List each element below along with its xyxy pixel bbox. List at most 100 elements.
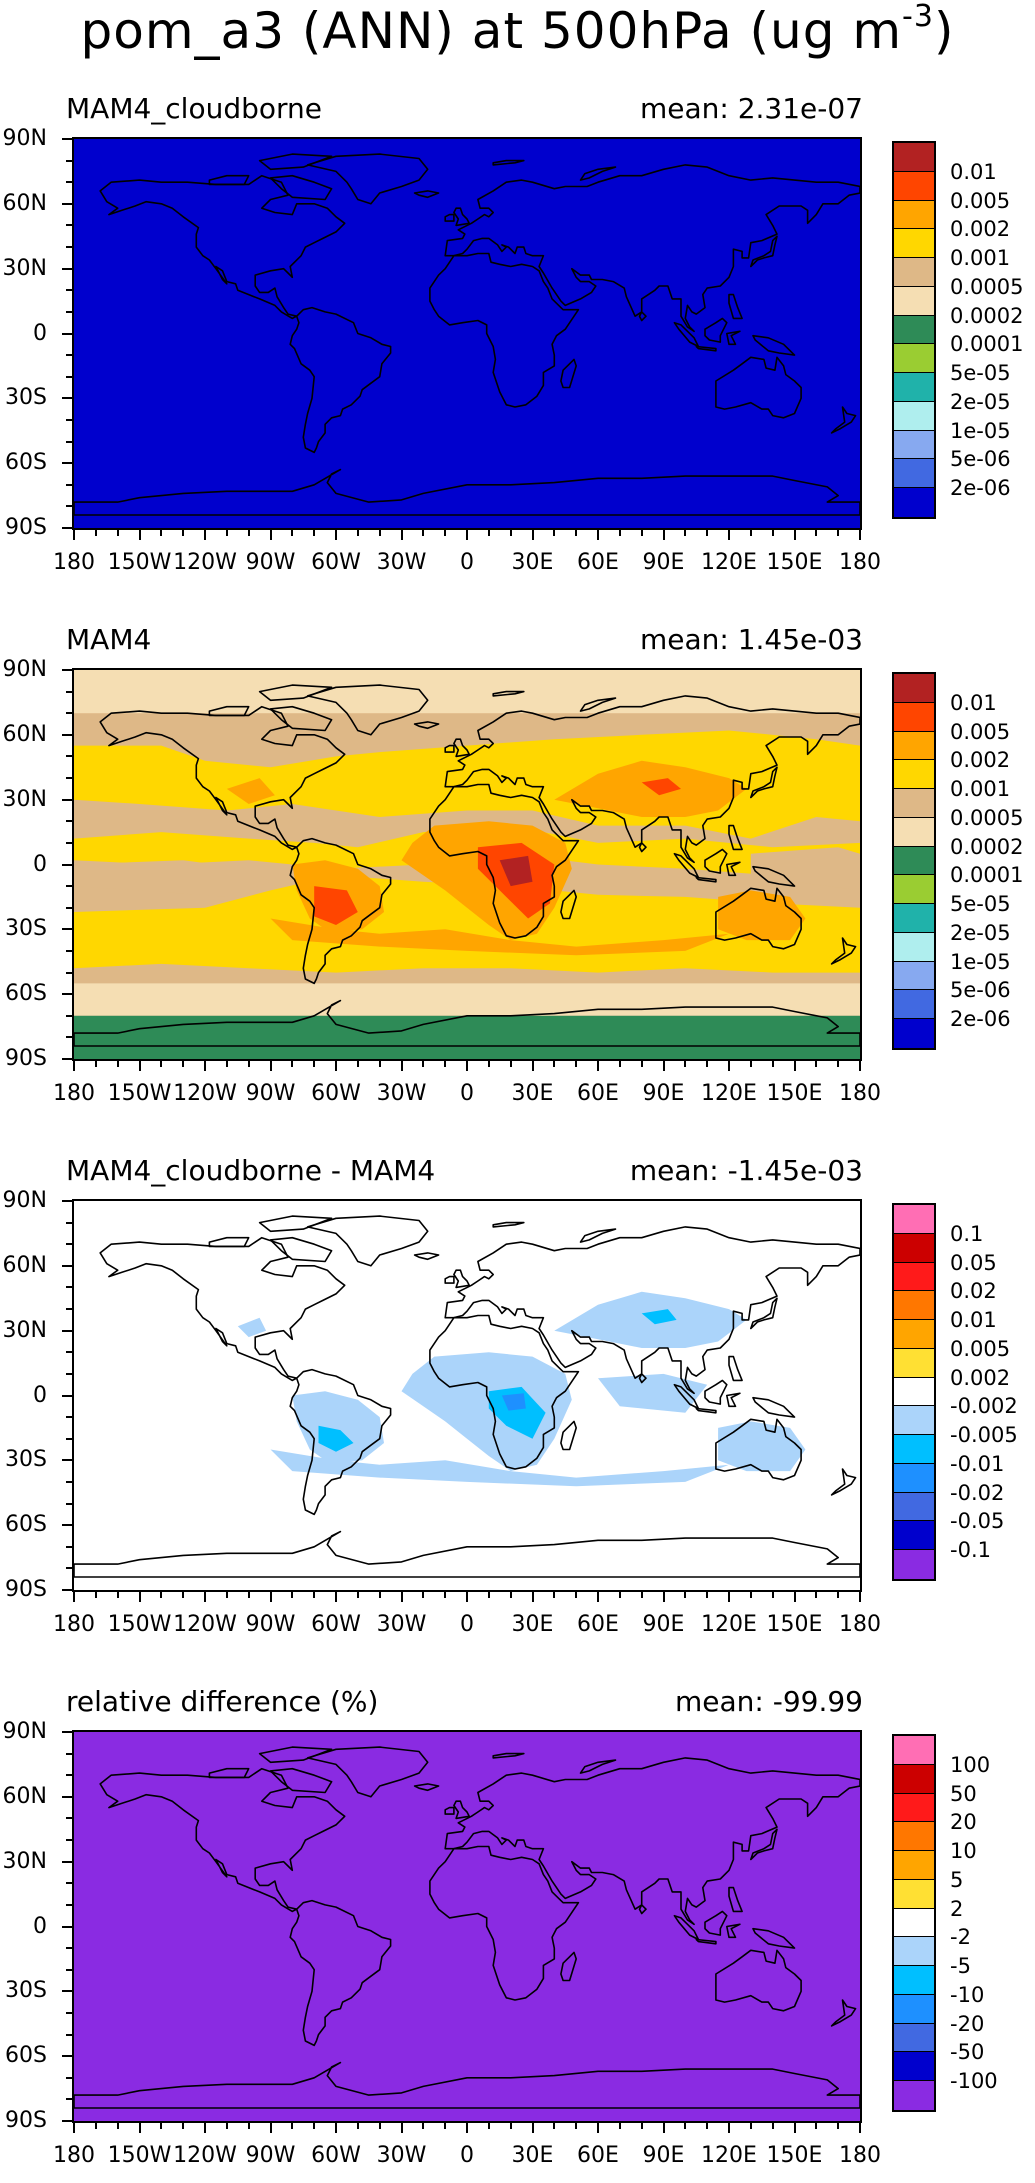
colorbar-label: 1e-05 (950, 418, 1011, 443)
fill-orange-region-4 (270, 918, 729, 956)
longitude-tick (597, 1592, 599, 1602)
longitude-minor-tick (749, 1061, 752, 1067)
coastline-baffin-island (269, 1767, 333, 1794)
coastline-north-america (99, 1236, 346, 1382)
latitude-label: 60N (2, 721, 47, 747)
coastline-ireland (444, 744, 455, 753)
colorbar-label: -0.002 (950, 1394, 1018, 1419)
longitude-minor-tick (509, 1592, 512, 1598)
coastline-africa (429, 1845, 580, 2001)
longitude-minor-tick (815, 530, 818, 536)
colorbar-swatch (894, 344, 934, 374)
longitude-label: 60W (311, 1081, 361, 1106)
coastline-sulawesi (725, 330, 741, 346)
colorbar-label: 0.0005 (950, 274, 1024, 299)
longitude-label: 0 (460, 2143, 474, 2168)
latitude-minor-tick (66, 1243, 72, 1246)
coastline-british-isles (453, 1800, 471, 1820)
longitude-label: 180 (53, 2143, 95, 2168)
colorbar-label: -50 (950, 2040, 985, 2065)
colorbar-label: -0.01 (950, 1451, 1005, 1476)
longitude-minor-tick (94, 2123, 97, 2129)
longitude-minor-tick (225, 2123, 228, 2129)
latitude-tick (62, 863, 72, 866)
fill-negative-region-5 (598, 1373, 708, 1413)
longitude-minor-tick (575, 2123, 578, 2129)
longitude-label: 150E (766, 550, 823, 575)
latitude-minor-tick (66, 246, 72, 249)
latitude-tick (62, 1524, 72, 1527)
longitude-minor-tick (575, 530, 578, 536)
latitude-minor-tick (66, 2076, 72, 2079)
colorbar-swatch (894, 200, 934, 230)
longitude-tick (662, 1592, 665, 1602)
longitude-tick (597, 530, 599, 540)
coastline-victoria-island (208, 1767, 250, 1779)
coastline-ireland (444, 1806, 455, 1815)
coastline-greenland (306, 1215, 429, 1267)
colorbar-swatch (894, 373, 934, 402)
coastline-new-zealand (830, 1468, 857, 1496)
latitude-label: 30S (5, 1447, 47, 1473)
longitude-minor-tick (378, 1061, 381, 1067)
panel-left-title: relative difference (%) (66, 1685, 379, 1718)
longitude-minor-tick (684, 1061, 687, 1067)
latitude-label: 30S (5, 1978, 47, 2004)
colorbar-swatch (894, 286, 934, 316)
coastline-north-america (99, 174, 346, 320)
longitude-label: 90E (642, 1081, 685, 1106)
longitude-label: 60W (311, 2143, 361, 2168)
longitude-tick (138, 530, 141, 540)
longitude-label: 60E (577, 1081, 619, 1106)
latitude-label: 60N (2, 1252, 47, 1278)
coastline-philippines (728, 824, 743, 851)
coastline-japan (749, 1297, 778, 1330)
longitude-minor-tick (771, 1592, 774, 1598)
latitude-label: 30N (2, 786, 47, 812)
longitude-minor-tick (749, 1592, 752, 1598)
coastline-philippines (728, 1355, 743, 1382)
coastline-iceland (413, 1783, 440, 1792)
colorbar-label: 0.005 (950, 719, 1011, 744)
latitude-minor-tick (66, 224, 72, 227)
colorbar-swatch (894, 315, 934, 345)
latitude-minor-tick (66, 1774, 72, 1777)
longitude-label: 0 (460, 550, 474, 575)
coastline-greenland (306, 153, 429, 205)
latitude-label: 60S (5, 450, 47, 476)
latitude-minor-tick (66, 354, 72, 357)
coastline-north-america (99, 705, 346, 851)
longitude-minor-tick (313, 530, 316, 536)
latitude-tick (62, 1394, 72, 1397)
longitude-tick (597, 2123, 599, 2133)
colorbar-swatch (894, 1851, 934, 1880)
longitude-label: 150W (107, 1612, 172, 1637)
colorbar-swatch (894, 258, 934, 287)
coastline-madagascar (560, 889, 578, 920)
latitude-tick (62, 798, 72, 801)
longitude-minor-tick (771, 530, 774, 536)
longitude-minor-tick (618, 530, 621, 536)
latitude-minor-tick (66, 418, 72, 421)
coastline-africa (429, 783, 580, 939)
coastline-new-guinea (752, 865, 796, 887)
colorbar-swatch (894, 1019, 934, 1048)
latitude-tick (62, 1860, 72, 1863)
latitude-minor-tick (66, 712, 72, 715)
longitude-minor-tick (553, 1592, 556, 1598)
longitude-label: 120W (173, 1081, 237, 1106)
colorbar-label: -2 (950, 1925, 971, 1950)
latitude-tick (62, 1459, 72, 1462)
fill-southern-band (74, 983, 860, 1016)
longitude-label: 30E (511, 550, 554, 575)
colorbar-label: 0.01 (950, 159, 997, 184)
longitude-label: 60W (311, 1612, 361, 1637)
longitude-tick (400, 1061, 403, 1071)
latitude-minor-tick (66, 1372, 72, 1375)
colorbar-label: 10 (950, 1839, 977, 1864)
colorbar-swatch (894, 2081, 934, 2110)
colorbar-label: -5 (950, 1954, 971, 1979)
longitude-label: 120W (173, 550, 237, 575)
latitude-label: 90S (5, 2108, 47, 2133)
longitude-label: 180 (839, 550, 881, 575)
